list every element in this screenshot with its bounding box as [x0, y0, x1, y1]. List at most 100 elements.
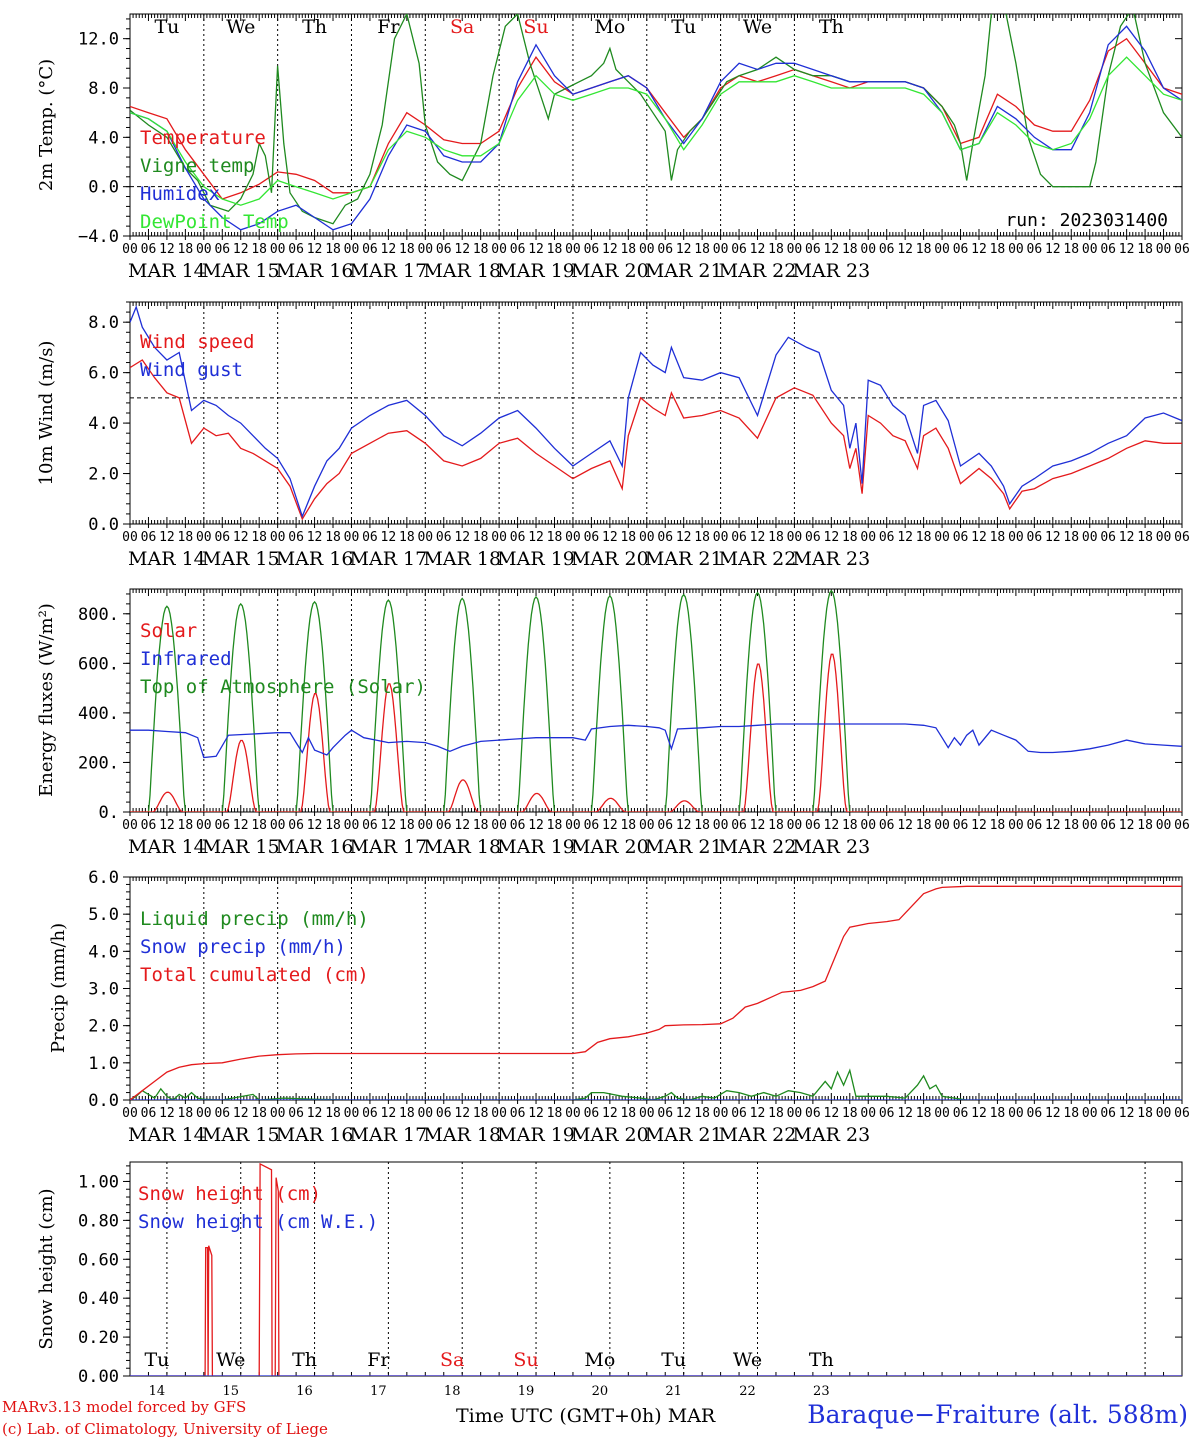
hour-tick-label: 06	[214, 818, 230, 833]
hour-tick-label: 12	[1119, 818, 1135, 833]
hour-tick-label: 12	[233, 1106, 249, 1121]
hour-tick-label: 00	[1008, 242, 1024, 257]
hour-tick-label: 12	[233, 242, 249, 257]
hour-tick-label: 12	[381, 530, 397, 545]
hour-tick-label: 06	[1174, 242, 1190, 257]
date-label: MAR 15	[202, 260, 280, 282]
hour-tick-label: 06	[1027, 242, 1043, 257]
hour-tick-label: 18	[916, 242, 932, 257]
hour-tick-label: 00	[1082, 530, 1098, 545]
panel-energy	[123, 588, 1183, 816]
weekday-label: We	[733, 1349, 762, 1371]
time-axis-title: Time UTC (GMT+0h)	[456, 1405, 662, 1427]
hour-tick-label: 06	[288, 530, 304, 545]
date-label: MAR 21	[645, 1124, 723, 1146]
hour-tick-label: 06	[584, 242, 600, 257]
hour-tick-label: 00	[639, 530, 655, 545]
hour-tick-label: 12	[381, 818, 397, 833]
y-axis-label: 2m Temp. (°C)	[36, 59, 57, 191]
date-label: MAR 15	[202, 1124, 280, 1146]
hour-tick-label: 00	[565, 1106, 581, 1121]
hour-tick-label: 06	[731, 530, 747, 545]
date-label: MAR 18	[423, 260, 501, 282]
date-label: MAR 16	[276, 836, 354, 858]
hour-tick-label: 12	[528, 818, 544, 833]
hour-tick-label: 00	[270, 818, 286, 833]
date-label: MAR 17	[350, 548, 428, 570]
hour-tick-label: 18	[694, 530, 710, 545]
hour-tick-label: 06	[953, 530, 969, 545]
series-top-of-atmosphere	[130, 589, 1182, 812]
hour-tick-label: 00	[1008, 530, 1024, 545]
hour-tick-label: 00	[122, 1106, 138, 1121]
hour-tick-label: 12	[824, 1106, 840, 1121]
legend-entry: Snow precip (mm/h)	[140, 936, 346, 958]
hour-tick-label: 18	[694, 818, 710, 833]
panel-snow	[123, 1161, 1183, 1377]
hour-tick-label: 06	[805, 242, 821, 257]
hour-tick-label: 18	[178, 530, 194, 545]
legend-entry: Wind gust	[140, 359, 243, 381]
hour-tick-label: 00	[344, 818, 360, 833]
day-number-label: 20	[592, 1384, 609, 1399]
legend-entry: Infrared	[140, 648, 232, 670]
date-label: MAR 20	[571, 548, 649, 570]
hour-tick-label: 12	[971, 1106, 987, 1121]
hour-tick-label: 12	[528, 1106, 544, 1121]
panel-frame	[129, 13, 1183, 237]
legend-entry: Liquid precip (mm/h)	[140, 908, 369, 930]
date-label: MAR 20	[571, 836, 649, 858]
hour-tick-label: 06	[1100, 242, 1116, 257]
legend-entry: DewPoint Temp	[140, 211, 289, 233]
hour-tick-label: 18	[990, 1106, 1006, 1121]
hour-tick-label: 06	[657, 530, 673, 545]
hour-tick-label: 00	[860, 818, 876, 833]
hour-tick-label: 00	[196, 530, 212, 545]
hour-tick-label: 00	[344, 1106, 360, 1121]
hour-tick-label: 00	[344, 530, 360, 545]
hour-tick-label: 18	[694, 1106, 710, 1121]
hour-tick-label: 06	[879, 1106, 895, 1121]
weekday-label: We	[743, 16, 772, 38]
series-vigne-temp	[130, 14, 1182, 225]
hour-tick-label: 12	[676, 818, 692, 833]
hour-tick-label: 06	[805, 1106, 821, 1121]
y-tick-label: 6.0	[88, 868, 119, 888]
hour-tick-label: 18	[768, 1106, 784, 1121]
hour-tick-label: 18	[325, 1106, 341, 1121]
hour-tick-label: 00	[787, 242, 803, 257]
hour-tick-label: 06	[657, 1106, 673, 1121]
day-number-label: 21	[665, 1384, 682, 1399]
hour-tick-label: 06	[731, 242, 747, 257]
hour-tick-label: 06	[953, 1106, 969, 1121]
date-label: MAR 23	[792, 1124, 870, 1146]
hour-tick-label: 06	[1100, 818, 1116, 833]
hour-tick-label: 12	[454, 530, 470, 545]
y-tick-label: 0.00	[78, 1367, 119, 1387]
hour-tick-label: 12	[602, 818, 618, 833]
day-number-label: 19	[518, 1384, 535, 1399]
hour-tick-label: 00	[934, 242, 950, 257]
y-tick-label: 8.0	[88, 313, 119, 333]
hour-tick-label: 00	[639, 1106, 655, 1121]
hour-tick-label: 06	[436, 1106, 452, 1121]
hour-tick-label: 12	[824, 530, 840, 545]
hour-tick-label: 12	[824, 242, 840, 257]
hour-tick-label: 00	[1008, 1106, 1024, 1121]
hour-tick-label: 12	[159, 242, 175, 257]
date-label: MAR 22	[719, 548, 797, 570]
hour-tick-label: 18	[251, 242, 267, 257]
hour-tick-label: 00	[196, 1106, 212, 1121]
hour-tick-label: 18	[178, 818, 194, 833]
hour-tick-label: 18	[399, 818, 415, 833]
hour-tick-label: 00	[713, 1106, 729, 1121]
y-tick-label: 8.0	[88, 79, 119, 99]
hour-tick-label: 18	[694, 242, 710, 257]
date-label: MAR 21	[645, 836, 723, 858]
date-label: MAR 22	[719, 1124, 797, 1146]
hour-tick-label: 18	[1137, 818, 1153, 833]
hour-tick-label: 18	[473, 1106, 489, 1121]
hour-tick-label: 18	[325, 242, 341, 257]
hour-tick-label: 18	[620, 818, 636, 833]
